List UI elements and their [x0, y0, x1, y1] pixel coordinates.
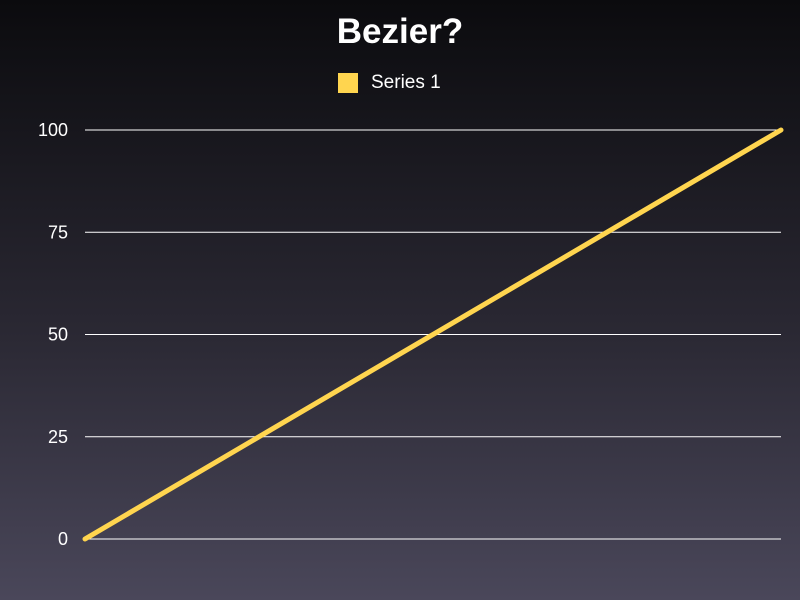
y-tick-label-75: 75	[48, 222, 68, 242]
legend: Series 1	[338, 72, 441, 94]
legend-label-series-1: Series 1	[371, 72, 441, 93]
series-line-1	[82, 127, 784, 542]
y-tick-label-50: 50	[48, 325, 68, 345]
y-tick-label-25: 25	[48, 427, 68, 447]
y-axis-ticks: 0 25 50 75 100	[38, 120, 68, 549]
series-lines	[82, 127, 784, 542]
y-tick-label-100: 100	[38, 120, 68, 140]
y-tick-label-0: 0	[58, 529, 68, 549]
legend-swatch-series-1	[338, 73, 358, 93]
chart-title: Bezier?	[336, 12, 464, 51]
